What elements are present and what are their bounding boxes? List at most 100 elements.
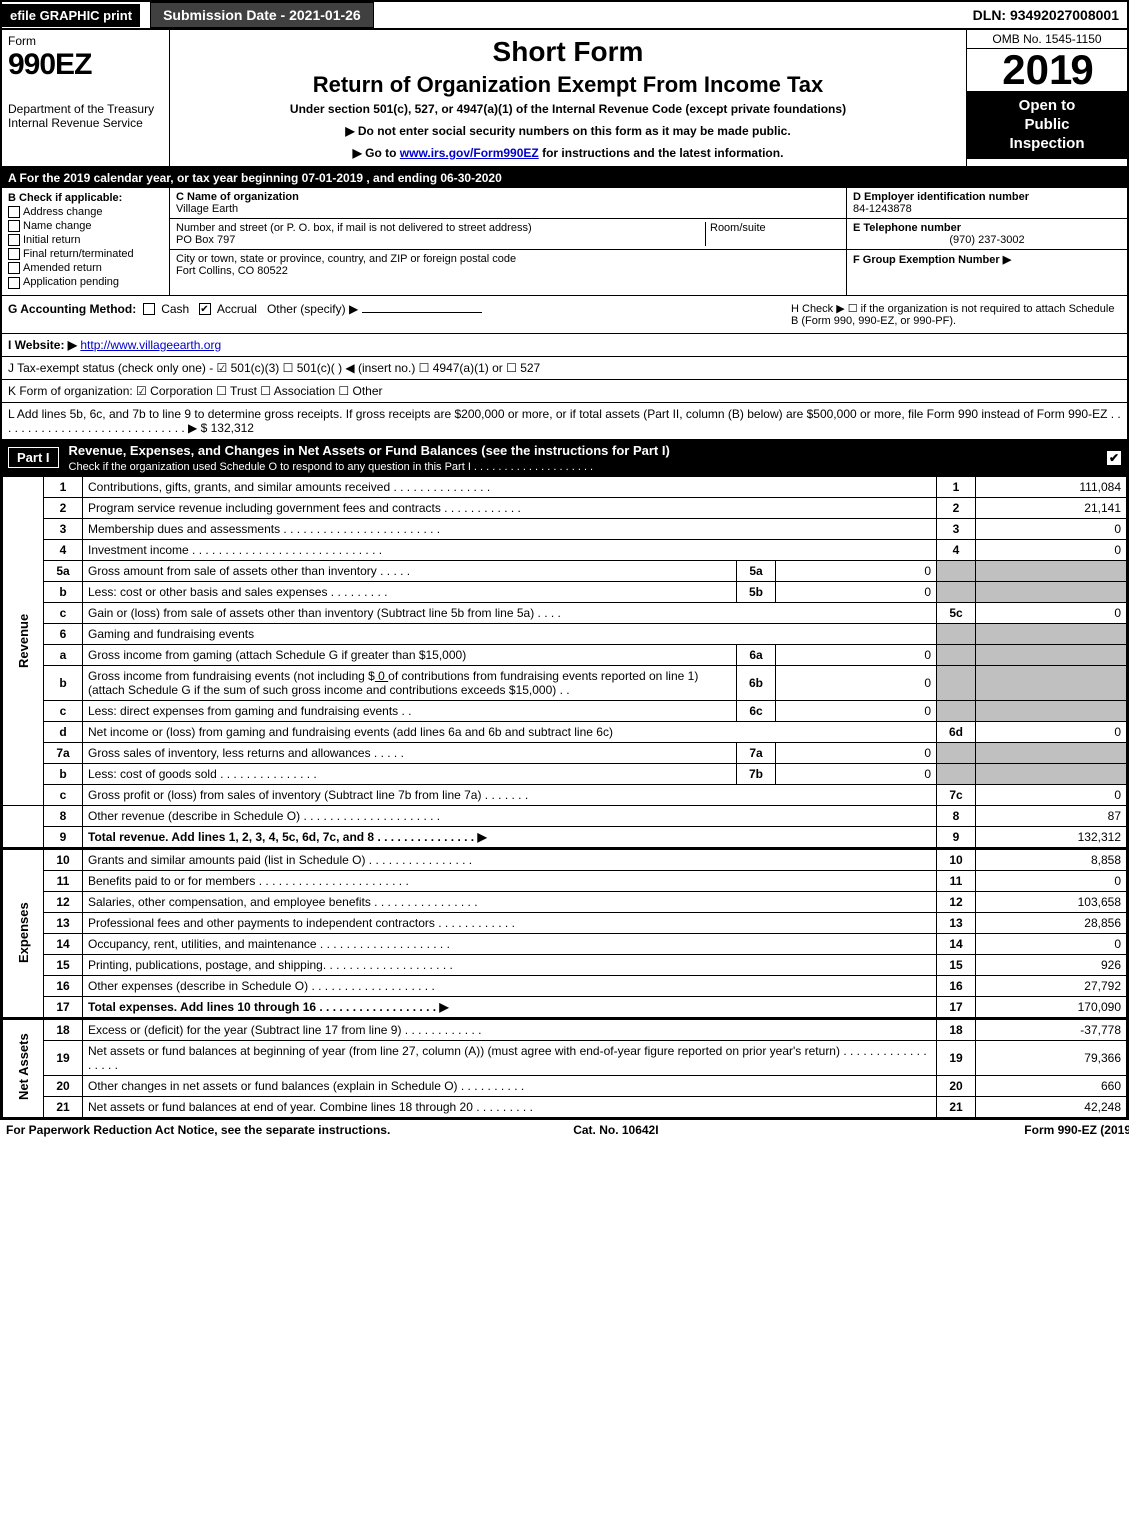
line-rnum: 21 <box>937 1096 976 1117</box>
revenue-vertical-label: Revenue <box>3 476 44 805</box>
line-rnum: 4 <box>937 539 976 560</box>
gh-row: G Accounting Method: Cash Accrual Other … <box>2 296 1127 334</box>
line-16: 16 Other expenses (describe in Schedule … <box>3 975 1127 996</box>
org-name-row: C Name of organization Village Earth <box>170 188 846 219</box>
line-desc: Gain or (loss) from sale of assets other… <box>83 602 937 623</box>
checkbox-accrual[interactable] <box>199 303 211 315</box>
line-7c: c Gross profit or (loss) from sales of i… <box>3 784 1127 805</box>
sub-num: 7b <box>737 763 776 784</box>
shaded-cell <box>976 665 1127 700</box>
form-header: Form 990EZ Department of the Treasury In… <box>2 30 1127 168</box>
return-title: Return of Organization Exempt From Incom… <box>180 72 956 98</box>
dln-label: DLN: 93492027008001 <box>965 3 1127 27</box>
shaded-cell <box>937 700 976 721</box>
inspection-l2: Public <box>971 116 1123 135</box>
shaded-cell <box>976 623 1127 644</box>
checkbox-cash[interactable] <box>143 303 155 315</box>
line-8: 8 Other revenue (describe in Schedule O)… <box>3 805 1127 826</box>
line-9: 9 Total revenue. Add lines 1, 2, 3, 4, 5… <box>3 826 1127 848</box>
part-1-title-text: Revenue, Expenses, and Changes in Net As… <box>69 443 670 458</box>
line-amount: -37,778 <box>976 1018 1127 1040</box>
irs-label: Internal Revenue Service <box>8 116 163 130</box>
street-value: PO Box 797 <box>176 234 705 246</box>
inspection-box: Open to Public Inspection <box>967 91 1127 159</box>
line-num: 21 <box>44 1096 83 1117</box>
shaded-cell <box>937 644 976 665</box>
line-amount: 79,366 <box>976 1040 1127 1075</box>
line-desc: Other expenses (describe in Schedule O) … <box>83 975 937 996</box>
line-num: c <box>44 602 83 623</box>
sub-amount: 0 <box>776 742 937 763</box>
line-num: 18 <box>44 1018 83 1040</box>
submission-date-button[interactable]: Submission Date - 2021-01-26 <box>150 2 374 28</box>
line-rnum: 2 <box>937 497 976 518</box>
efile-print-button[interactable]: efile GRAPHIC print <box>2 4 140 27</box>
part-1-check-text: Check if the organization used Schedule … <box>69 461 594 473</box>
netassets-vertical-label: Net Assets <box>3 1018 44 1117</box>
check-name-change[interactable]: Name change <box>8 220 163 232</box>
line-num: 17 <box>44 996 83 1018</box>
notice-1: ▶ Do not enter social security numbers o… <box>180 124 956 138</box>
other-input[interactable] <box>362 312 482 313</box>
line-1: Revenue 1 Contributions, gifts, grants, … <box>3 476 1127 497</box>
top-bar: efile GRAPHIC print Submission Date - 20… <box>2 2 1127 30</box>
notice-2-prefix: ▶ Go to <box>353 146 400 160</box>
line-rnum: 17 <box>937 996 976 1018</box>
line-num: 13 <box>44 912 83 933</box>
submission-date-label: Submission Date - 2021-01-26 <box>163 7 361 23</box>
line-amount: 0 <box>976 870 1127 891</box>
line-rnum: 1 <box>937 476 976 497</box>
section-d: D Employer identification number 84-1243… <box>847 188 1127 219</box>
check-final-return[interactable]: Final return/terminated <box>8 248 163 260</box>
year-prefix: 20 <box>1002 46 1049 93</box>
checkbox-icon <box>8 234 20 246</box>
shaded-cell <box>976 644 1127 665</box>
line-rnum: 19 <box>937 1040 976 1075</box>
line-num: 10 <box>44 848 83 870</box>
sub-amount: 0 <box>776 560 937 581</box>
room-label: Room/suite <box>710 222 840 234</box>
line-19: 19 Net assets or fund balances at beginn… <box>3 1040 1127 1075</box>
part-1-title: Revenue, Expenses, and Changes in Net As… <box>69 443 1107 473</box>
section-l: L Add lines 5b, 6c, and 7b to line 9 to … <box>2 403 1127 440</box>
irs-link[interactable]: www.irs.gov/Form990EZ <box>400 146 539 160</box>
header-right: OMB No. 1545-1150 2019 Open to Public In… <box>966 30 1127 166</box>
line-21: 21 Net assets or fund balances at end of… <box>3 1096 1127 1117</box>
line-desc: Gross income from gaming (attach Schedul… <box>83 644 737 665</box>
header-center: Short Form Return of Organization Exempt… <box>170 30 966 166</box>
check-address-change[interactable]: Address change <box>8 206 163 218</box>
line-desc: Gross amount from sale of assets other t… <box>83 560 737 581</box>
tax-year: 2019 <box>967 49 1127 91</box>
section-h: H Check ▶ ☐ if the organization is not r… <box>791 302 1121 327</box>
notice-2-suffix: for instructions and the latest informat… <box>539 146 784 160</box>
info-block: B Check if applicable: Address change Na… <box>2 188 1127 296</box>
line-desc: Benefits paid to or for members . . . . … <box>83 870 937 891</box>
check-amended-return[interactable]: Amended return <box>8 262 163 274</box>
section-g: G Accounting Method: Cash Accrual Other … <box>8 302 791 327</box>
sub-amount: 0 <box>776 665 937 700</box>
sub-amount: 0 <box>776 581 937 602</box>
city-label: City or town, state or province, country… <box>176 253 516 265</box>
check-label: Address change <box>23 206 103 218</box>
line-desc: Total revenue. Add lines 1, 2, 3, 4, 5c,… <box>83 826 937 848</box>
footer-center: Cat. No. 10642I <box>573 1123 658 1137</box>
sub-num: 7a <box>737 742 776 763</box>
website-label: I Website: ▶ <box>8 338 77 352</box>
line-2: 2 Program service revenue including gove… <box>3 497 1127 518</box>
check-initial-return[interactable]: Initial return <box>8 234 163 246</box>
line-rnum: 11 <box>937 870 976 891</box>
line-15: 15 Printing, publications, postage, and … <box>3 954 1127 975</box>
schedule-o-checkbox[interactable]: ✔ <box>1107 451 1121 465</box>
shaded-cell <box>976 763 1127 784</box>
check-label: Final return/terminated <box>23 248 134 260</box>
line-desc: Salaries, other compensation, and employ… <box>83 891 937 912</box>
line-desc: Gross sales of inventory, less returns a… <box>83 742 737 763</box>
line-num: 4 <box>44 539 83 560</box>
other-label: Other (specify) ▶ <box>267 302 358 316</box>
line-desc: Grants and similar amounts paid (list in… <box>83 848 937 870</box>
website-link[interactable]: http://www.villageearth.org <box>80 338 221 352</box>
check-application-pending[interactable]: Application pending <box>8 276 163 288</box>
short-form-title: Short Form <box>180 36 956 68</box>
line-amount: 132,312 <box>976 826 1127 848</box>
form-number: 990EZ <box>8 48 163 82</box>
